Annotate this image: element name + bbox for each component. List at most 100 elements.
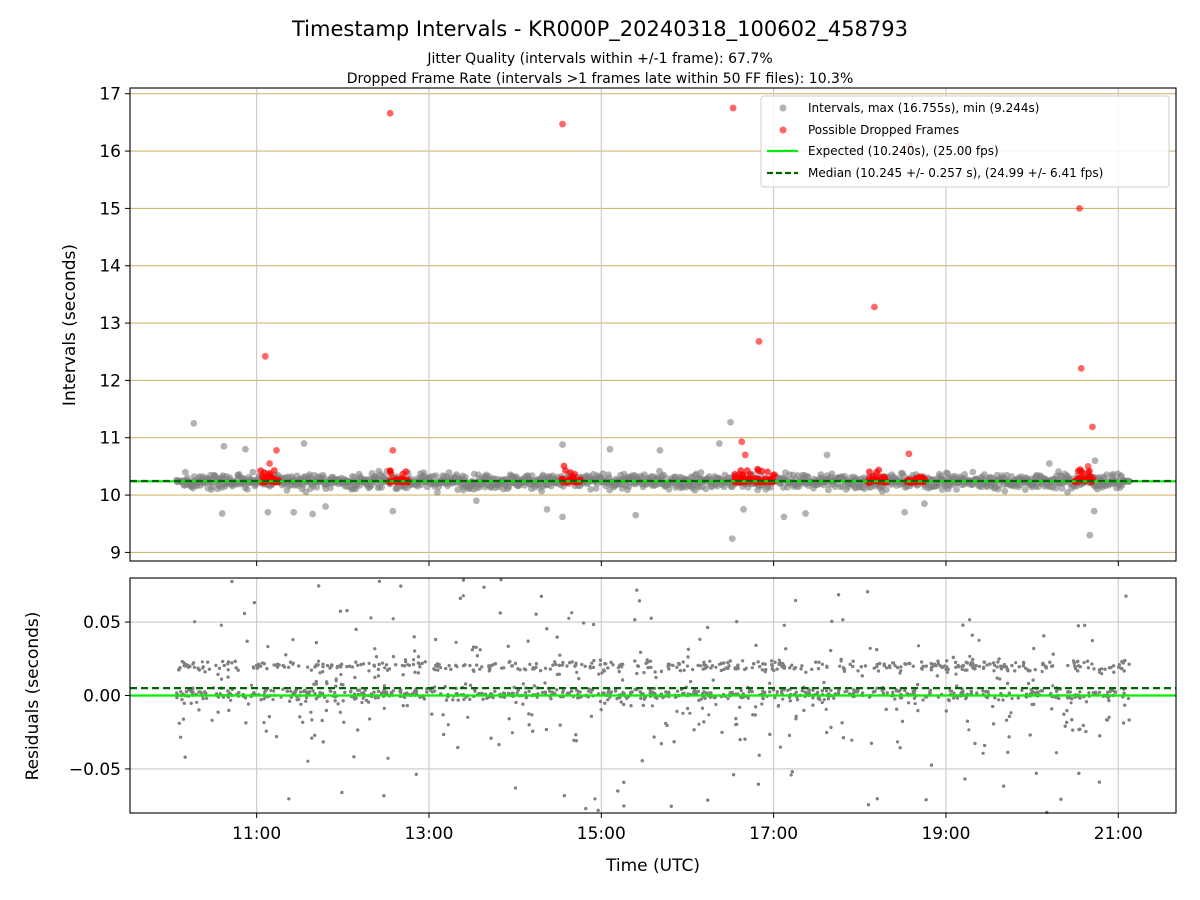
residual-point bbox=[480, 691, 484, 695]
residual-point bbox=[944, 709, 948, 713]
residual-point bbox=[568, 661, 572, 665]
residual-point bbox=[1002, 784, 1006, 788]
residual-point bbox=[920, 666, 924, 670]
residual-point bbox=[963, 668, 967, 672]
residual-point bbox=[1030, 689, 1034, 693]
residual-point bbox=[836, 691, 841, 696]
residual-point bbox=[646, 660, 650, 664]
residual-point bbox=[960, 667, 964, 671]
residual-point bbox=[364, 698, 368, 702]
residual-point bbox=[262, 662, 266, 666]
residual-point bbox=[291, 638, 295, 642]
residual-point bbox=[945, 665, 949, 669]
residual-point bbox=[592, 622, 596, 627]
residual-point bbox=[413, 649, 417, 653]
residual-point bbox=[555, 672, 560, 677]
residual-point bbox=[1034, 771, 1038, 775]
residual-point bbox=[411, 662, 416, 667]
residual-point bbox=[622, 804, 626, 808]
residual-point bbox=[900, 719, 905, 724]
residual-point bbox=[790, 770, 794, 774]
residual-point bbox=[916, 683, 920, 687]
residuals-reference-lines bbox=[130, 687, 1176, 697]
residual-point bbox=[412, 635, 416, 639]
residual-point bbox=[709, 691, 713, 695]
residual-point bbox=[649, 665, 653, 670]
intervals-y-tick-label: 16 bbox=[99, 142, 121, 162]
residual-point bbox=[794, 714, 798, 719]
residual-point bbox=[259, 698, 263, 702]
residual-point bbox=[548, 667, 552, 671]
residual-point bbox=[692, 728, 696, 732]
residual-point bbox=[407, 663, 411, 667]
residual-point bbox=[414, 772, 418, 776]
residual-point bbox=[1107, 666, 1111, 670]
residual-point bbox=[898, 696, 903, 700]
residual-point bbox=[838, 664, 842, 668]
residual-point bbox=[977, 664, 982, 669]
residual-point bbox=[304, 696, 309, 700]
residual-point bbox=[720, 730, 724, 735]
residual-point bbox=[633, 618, 637, 622]
residual-point bbox=[184, 690, 188, 694]
residual-point bbox=[314, 682, 318, 686]
residual-point bbox=[898, 671, 902, 675]
residuals-x-tick-label: 13:00 bbox=[404, 824, 453, 844]
residual-point bbox=[992, 669, 996, 673]
residual-point bbox=[714, 702, 718, 707]
residual-point bbox=[401, 704, 405, 708]
residual-point bbox=[257, 662, 261, 666]
residual-point bbox=[284, 653, 288, 657]
residual-point bbox=[434, 637, 438, 642]
residual-point bbox=[635, 588, 639, 592]
residual-point bbox=[907, 661, 911, 665]
residual-point bbox=[702, 660, 706, 665]
residual-point bbox=[911, 664, 915, 668]
residual-point bbox=[368, 717, 372, 721]
residual-point bbox=[590, 661, 594, 665]
residual-point bbox=[1041, 661, 1045, 666]
residual-point bbox=[735, 722, 739, 726]
residual-point bbox=[294, 689, 298, 693]
residual-point bbox=[420, 661, 424, 666]
residual-point bbox=[992, 722, 996, 726]
interval-point bbox=[921, 500, 928, 508]
residual-point bbox=[592, 658, 596, 663]
residual-point bbox=[226, 668, 230, 672]
residual-point bbox=[1017, 665, 1021, 669]
residual-point bbox=[201, 666, 205, 670]
residual-point bbox=[200, 691, 204, 695]
interval-point bbox=[632, 511, 640, 519]
residual-point bbox=[543, 690, 548, 694]
residual-point bbox=[999, 664, 1003, 668]
residual-point bbox=[968, 654, 972, 659]
interval-point bbox=[740, 506, 747, 513]
residual-point bbox=[317, 584, 321, 588]
residual-point bbox=[802, 708, 806, 713]
residual-point bbox=[882, 662, 886, 666]
residuals-y-tick-label: −0.05 bbox=[69, 760, 121, 780]
residual-point bbox=[781, 663, 786, 667]
residual-point bbox=[1040, 669, 1044, 674]
residual-point bbox=[405, 704, 409, 708]
residual-point bbox=[472, 645, 476, 649]
residual-point bbox=[356, 728, 360, 732]
residual-point bbox=[714, 665, 718, 669]
interval-point bbox=[290, 508, 298, 516]
residual-point bbox=[800, 689, 804, 693]
residual-point bbox=[753, 713, 757, 717]
residual-point bbox=[761, 662, 765, 666]
residual-point bbox=[702, 720, 706, 724]
interval-point bbox=[1086, 531, 1094, 539]
residual-point bbox=[570, 689, 574, 693]
residual-point bbox=[826, 697, 831, 701]
residual-point bbox=[852, 691, 856, 695]
residual-point bbox=[773, 696, 777, 700]
intervals-y-tick-label: 14 bbox=[99, 257, 121, 277]
intervals-y-tick-label: 11 bbox=[99, 429, 121, 449]
residual-point bbox=[603, 701, 607, 705]
residual-point bbox=[544, 727, 549, 732]
residual-point bbox=[580, 662, 584, 667]
residual-point bbox=[598, 663, 602, 667]
residual-point bbox=[333, 699, 337, 703]
